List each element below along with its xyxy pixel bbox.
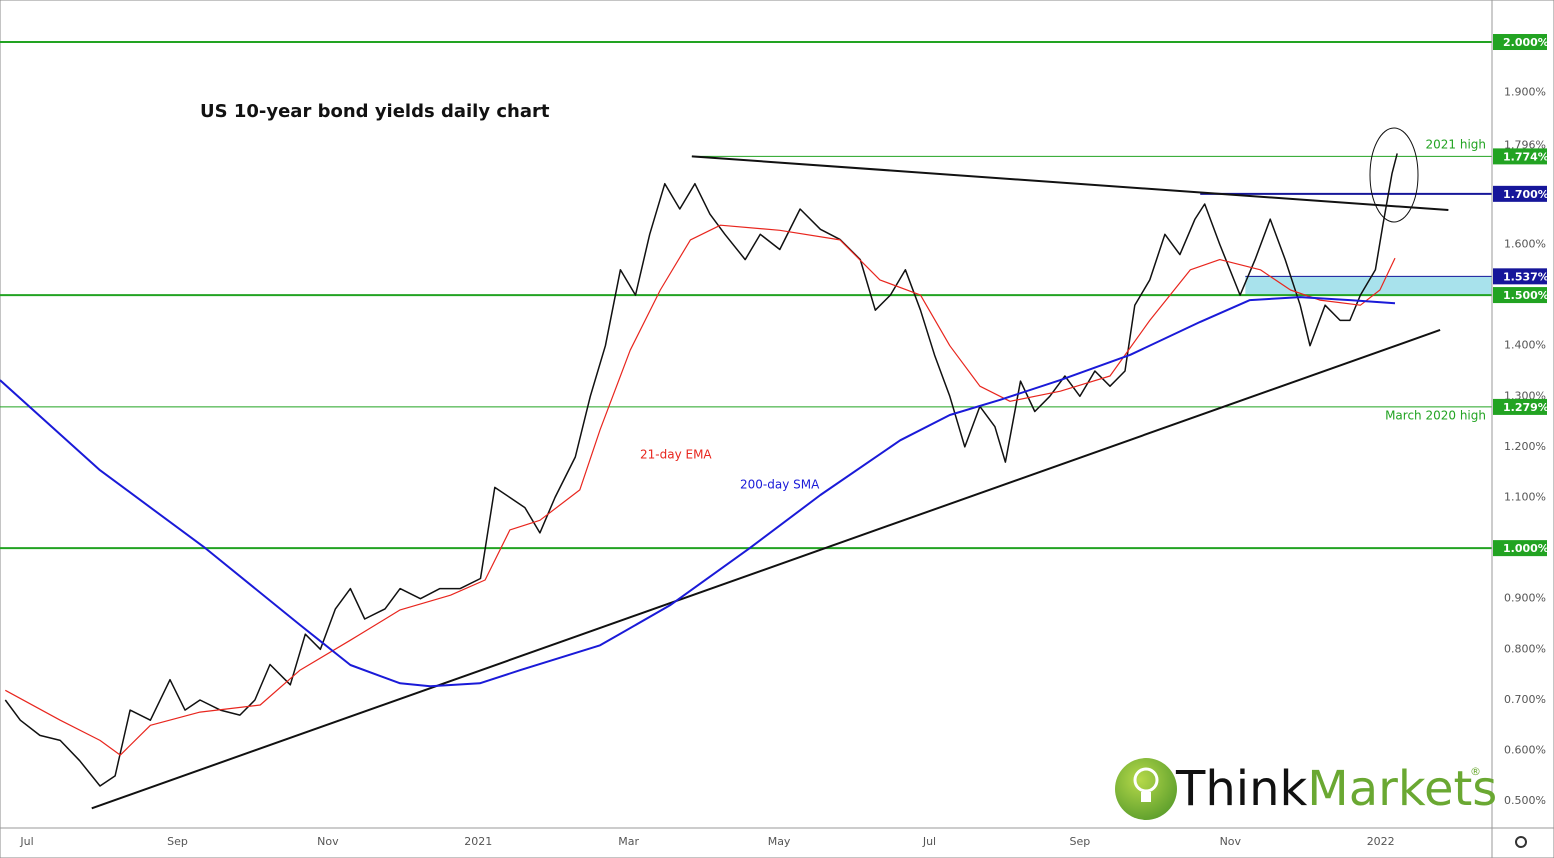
zone xyxy=(1245,276,1492,296)
logo-mark: ® xyxy=(1470,765,1481,778)
logo-part: Think xyxy=(1175,761,1308,817)
level-badge xyxy=(1493,398,1547,415)
level-label: 1.537% xyxy=(1503,270,1549,283)
highlight-ellipse xyxy=(1369,127,1419,223)
x-tick-label: Jul xyxy=(19,835,33,848)
level-badge xyxy=(1493,287,1547,304)
x-tick-label: May xyxy=(768,835,791,848)
logo-icon xyxy=(1115,758,1177,820)
settings-icon[interactable] xyxy=(1515,836,1527,848)
trendline xyxy=(91,329,1441,810)
annotation: 2021 high xyxy=(1425,138,1486,152)
level-label: 2.000% xyxy=(1503,36,1549,49)
level-label: 1.700% xyxy=(1503,188,1549,201)
logo-bulb xyxy=(1133,767,1159,793)
trendline xyxy=(691,155,1449,212)
last-price-label: 1.796% xyxy=(1504,138,1546,151)
y-tick-label: 1.200% xyxy=(1504,440,1546,453)
level-badge xyxy=(1493,185,1547,202)
x-tick-label: Sep xyxy=(1070,835,1091,848)
series-line xyxy=(4,153,1398,787)
y-tick-label: 0.900% xyxy=(1504,592,1546,605)
x-tick-label: Nov xyxy=(317,835,339,848)
level-badge xyxy=(1493,34,1547,51)
level-label: 1.279% xyxy=(1503,401,1549,414)
series-label: 200-day SMA xyxy=(740,478,820,492)
x-tick-label: Jul xyxy=(922,835,936,848)
logo: ThinkMarkets ® xyxy=(1115,758,1497,820)
chart-title: US 10-year bond yields daily chart xyxy=(200,101,550,122)
level-badge xyxy=(1493,268,1547,285)
series-label: 21-day EMA xyxy=(640,448,712,462)
level-badge xyxy=(1493,148,1547,165)
x-tick-label: Mar xyxy=(618,835,639,848)
logo-text: ThinkMarkets xyxy=(1175,761,1497,817)
x-tick-label: Sep xyxy=(167,835,188,848)
y-tick-label: 1.600% xyxy=(1504,237,1546,250)
y-tick-label: 0.500% xyxy=(1504,794,1546,807)
plot-area xyxy=(0,41,1492,810)
y-tick-label: 1.900% xyxy=(1504,86,1546,99)
series-line xyxy=(5,224,1396,756)
level-label: 1.000% xyxy=(1503,542,1549,555)
y-tick-label: 1.400% xyxy=(1504,339,1546,352)
series-line xyxy=(0,296,1396,688)
x-tick-label: 2022 xyxy=(1367,835,1395,848)
logo-bulb-base xyxy=(1141,792,1151,802)
level-label: 1.774% xyxy=(1503,150,1549,163)
annotation: March 2020 high xyxy=(1385,409,1486,423)
level-label: 1.500% xyxy=(1503,289,1549,302)
y-tick-label: 0.700% xyxy=(1504,693,1546,706)
x-tick-label: 2021 xyxy=(464,835,492,848)
level-badge xyxy=(1493,540,1547,557)
y-tick-label: 1.100% xyxy=(1504,491,1546,504)
y-tick-label: 0.600% xyxy=(1504,744,1546,757)
x-tick-label: Nov xyxy=(1220,835,1242,848)
logo-part: Markets xyxy=(1307,761,1497,817)
y-tick-label: 0.800% xyxy=(1504,642,1546,655)
